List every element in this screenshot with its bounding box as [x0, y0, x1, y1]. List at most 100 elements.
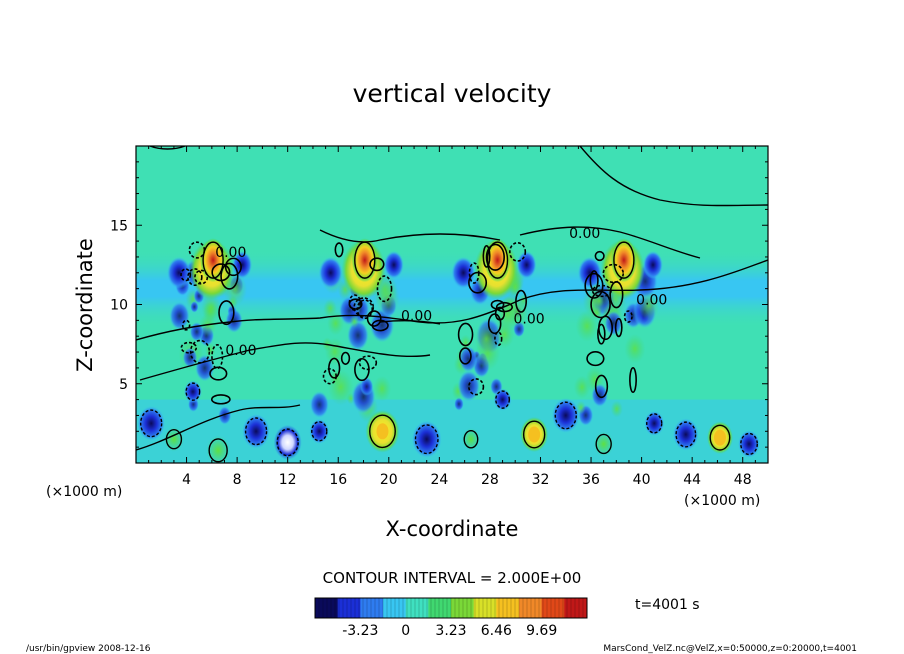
contour-loop [189, 339, 211, 364]
colorbar-segment [541, 598, 565, 618]
turbulence-blob [575, 310, 599, 342]
contour-loop [487, 313, 502, 335]
contour-loop [589, 270, 599, 291]
colorbar-segment [360, 598, 384, 618]
contour-loop [494, 331, 503, 347]
colorbar-tick-label: 3.23 [435, 623, 466, 639]
surface-core [528, 426, 541, 443]
contour-loop [139, 409, 163, 438]
x-unit-right: (×1000 m) [684, 493, 760, 509]
contour-loop [348, 298, 363, 310]
contour-loop [594, 250, 605, 262]
colorbar-segment [428, 598, 452, 618]
x-axis-title: X-coordinate [386, 517, 519, 541]
velocity-field [136, 146, 768, 463]
contour-loop [210, 394, 231, 405]
contour-loop [595, 433, 612, 455]
time-label: t=4001 s [635, 597, 700, 613]
downdraft-core [318, 256, 343, 289]
turbulence-blob [323, 298, 337, 318]
turbulence-blob [327, 369, 354, 406]
colorbar-frame [314, 597, 588, 619]
colorbar-segment [496, 598, 520, 618]
colorbar-tick-label: 9.69 [526, 623, 557, 639]
contour-loop [358, 355, 378, 371]
colorbar-tick-label: 0 [401, 623, 410, 639]
contour-loop [220, 262, 239, 290]
contour-loop [482, 244, 491, 268]
contour-loop [211, 263, 231, 282]
contour-interval-label: CONTOUR INTERVAL = 2.000E+00 [323, 569, 582, 587]
downdraft-core [516, 250, 537, 279]
contour-loop [194, 269, 209, 285]
contour-loop [180, 268, 192, 282]
contour-loop [180, 341, 198, 354]
contour-loop [354, 357, 370, 382]
surface-cell [242, 413, 271, 449]
contour-loop [328, 357, 341, 379]
contour-loop [353, 297, 375, 318]
colorbar-segment [473, 598, 497, 618]
turbulence-blob [474, 322, 499, 356]
contour-loop [414, 424, 439, 455]
contour-lines [136, 146, 768, 463]
contour-loop [613, 241, 635, 279]
contour-loop [354, 241, 376, 279]
contour-loop [602, 263, 625, 284]
contour-loop [458, 347, 472, 365]
contour-line [319, 229, 501, 243]
updraft-core [610, 238, 637, 283]
contour-loop [322, 368, 337, 385]
x-tick-label: 16 [329, 472, 347, 488]
contour-loop [590, 290, 611, 319]
colorbar-segment [383, 598, 407, 618]
contour-loop [208, 438, 228, 463]
contour-loop [463, 429, 479, 449]
contour-label: 0.00 [215, 245, 246, 261]
turbulence-blob [218, 406, 232, 425]
contour-loop [509, 241, 527, 262]
colorbar-tick-label: -3.23 [342, 623, 378, 639]
contour-loop [675, 421, 697, 448]
contour-loop [165, 429, 183, 450]
contour-loop [218, 300, 235, 326]
contour-line [136, 404, 301, 451]
turbulence-blob [190, 301, 199, 313]
contour-loop [614, 317, 623, 338]
contour-loop [311, 421, 328, 442]
contour-loop [371, 319, 389, 332]
contour-loop [468, 262, 480, 284]
y-axis: 5 10 15 [110, 145, 768, 464]
contour-line [519, 226, 701, 259]
turbulence-blob [610, 400, 623, 418]
x-tick-label: 40 [633, 472, 651, 488]
contour-line [139, 342, 431, 381]
contour-loop [486, 241, 509, 279]
contour-loop [369, 257, 385, 272]
colorbar-segment [337, 598, 361, 618]
contour-loop [709, 424, 731, 451]
downdraft-core [642, 250, 663, 279]
turbulence-blob [360, 377, 374, 396]
y-tick-label: 5 [119, 377, 128, 393]
contour-loop [485, 243, 505, 271]
x-tick-label: 32 [532, 472, 550, 488]
contour-loop [495, 390, 511, 409]
downdraft-core [166, 256, 191, 289]
x-tick-label: 8 [233, 472, 242, 488]
turbulence-blob [372, 375, 392, 402]
contour-loop [276, 428, 299, 457]
colorbar [314, 597, 588, 619]
contour-label: 0.00 [636, 293, 667, 309]
x-tick-label: 20 [380, 472, 398, 488]
contour-loop [376, 275, 393, 303]
turbulence-blob [573, 375, 591, 399]
x-tick-label: 44 [683, 472, 701, 488]
contour-loop [185, 382, 201, 401]
contour-loop [594, 374, 609, 399]
turbulence-blob [309, 391, 329, 418]
contour-loop [597, 323, 606, 345]
footer-right: MarsCond_VelZ.nc@VelZ,x=0:50000,z=0:2000… [603, 644, 857, 654]
updraft-core [351, 238, 378, 283]
x-tick-label: 12 [279, 472, 297, 488]
